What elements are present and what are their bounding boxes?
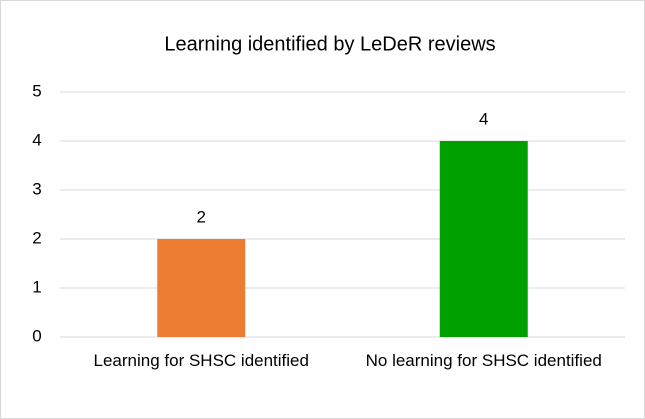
y-tick-label: 1	[32, 277, 41, 296]
y-tick-label: 2	[32, 228, 41, 247]
x-tick-label: Learning for SHSC identified	[93, 351, 309, 370]
x-tick-label: No learning for SHSC identified	[365, 351, 602, 370]
data-label: 2	[197, 207, 206, 226]
y-tick-label: 0	[32, 326, 41, 345]
data-label: 4	[479, 109, 488, 128]
y-tick-label: 4	[32, 130, 41, 149]
bar	[439, 141, 528, 337]
y-tick-label: 5	[32, 81, 41, 100]
y-tick-label: 3	[32, 179, 41, 198]
chart-title: Learning identified by LeDeR reviews	[164, 33, 495, 55]
bar	[157, 239, 246, 337]
